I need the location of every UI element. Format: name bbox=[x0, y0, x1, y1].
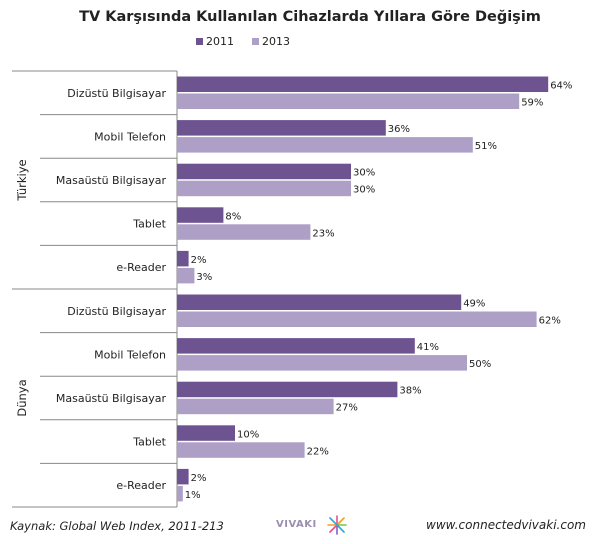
bar-2013 bbox=[177, 93, 520, 109]
data-label-2011: 36% bbox=[388, 124, 410, 135]
bar-2011 bbox=[177, 76, 549, 92]
group-label-1: Dünya bbox=[15, 379, 29, 416]
legend-label-2011: 2011 bbox=[206, 35, 234, 48]
bar-2013 bbox=[177, 355, 467, 371]
data-label-2013: 62% bbox=[539, 316, 561, 327]
data-label-2013: 51% bbox=[475, 141, 497, 152]
legend-label-2013: 2013 bbox=[262, 35, 290, 48]
vivaki-logo: VIVAKI bbox=[276, 513, 356, 537]
data-label-2011: 49% bbox=[463, 299, 485, 310]
bar-2011 bbox=[177, 381, 398, 398]
legend-swatch-2013 bbox=[252, 38, 259, 45]
legend: 2011 2013 bbox=[196, 35, 290, 48]
chart-title: TV Karşısında Kullanılan Cihazlarda Yıll… bbox=[79, 9, 541, 25]
bar-2013 bbox=[177, 267, 195, 284]
bar-2011 bbox=[177, 250, 189, 267]
bar-2013 bbox=[177, 398, 334, 415]
data-label-2013: 23% bbox=[312, 228, 334, 239]
bar-2013 bbox=[177, 180, 351, 197]
category-label: e-Reader bbox=[116, 479, 166, 492]
category-label: Mobil Telefon bbox=[94, 348, 166, 361]
bar-2011 bbox=[177, 294, 462, 310]
data-label-2013: 3% bbox=[196, 272, 212, 283]
category-label: Tablet bbox=[132, 436, 166, 449]
bar-2011 bbox=[177, 207, 224, 223]
bar-2013 bbox=[177, 311, 537, 327]
category-label: Dizüstü Bilgisayar bbox=[67, 305, 166, 318]
bar-2013 bbox=[177, 137, 473, 153]
bar-2011 bbox=[177, 120, 386, 136]
data-label-2011: 38% bbox=[399, 386, 421, 397]
data-label-2011: 41% bbox=[417, 342, 439, 353]
website-url: www.connectedvivaki.com bbox=[426, 518, 586, 532]
bar-2011 bbox=[177, 163, 351, 180]
bars: 64% 59% 36% 51% 30% 30% 8% 23% 2% 3% 49% 62% 41% 50% 3… bbox=[177, 76, 572, 502]
logo-text: VIVAKI bbox=[276, 519, 317, 530]
data-label-2011: 8% bbox=[225, 211, 241, 222]
category-label: Dizüstü Bilgisayar bbox=[67, 87, 166, 100]
bar-2013 bbox=[177, 485, 183, 502]
bar-2011 bbox=[177, 338, 415, 354]
category-label: e-Reader bbox=[116, 261, 166, 274]
category-label: Masaüstü Bilgisayar bbox=[56, 174, 167, 187]
bar-2013 bbox=[177, 224, 311, 240]
data-label-2011: 2% bbox=[191, 255, 207, 266]
data-label-2013: 30% bbox=[353, 185, 375, 196]
category-label: Tablet bbox=[132, 218, 166, 231]
data-label-2013: 59% bbox=[521, 98, 543, 109]
data-label-2011: 64% bbox=[550, 81, 572, 92]
data-label-2013: 50% bbox=[469, 359, 491, 370]
logo-burst-icon bbox=[327, 515, 347, 535]
data-label-2011: 30% bbox=[353, 168, 375, 179]
data-label-2011: 10% bbox=[237, 429, 259, 440]
data-label-2013: 27% bbox=[336, 403, 358, 414]
bar-2011 bbox=[177, 468, 189, 485]
bar-2013 bbox=[177, 442, 305, 458]
legend-swatch-2011 bbox=[196, 38, 203, 45]
bar-2011 bbox=[177, 425, 235, 441]
data-label-2013: 22% bbox=[307, 446, 329, 457]
axes: Türkiye Dizüstü Bilgisayar Mobil Telefon Ma… bbox=[12, 70, 178, 508]
data-label-2013: 1% bbox=[185, 490, 201, 501]
group-label-0: Türkiye bbox=[15, 159, 29, 201]
category-label: Mobil Telefon bbox=[94, 130, 166, 143]
category-label: Masaüstü Bilgisayar bbox=[56, 392, 167, 405]
data-label-2011: 2% bbox=[191, 473, 207, 484]
source-note: Kaynak: Global Web Index, 2011-213 bbox=[10, 519, 224, 533]
